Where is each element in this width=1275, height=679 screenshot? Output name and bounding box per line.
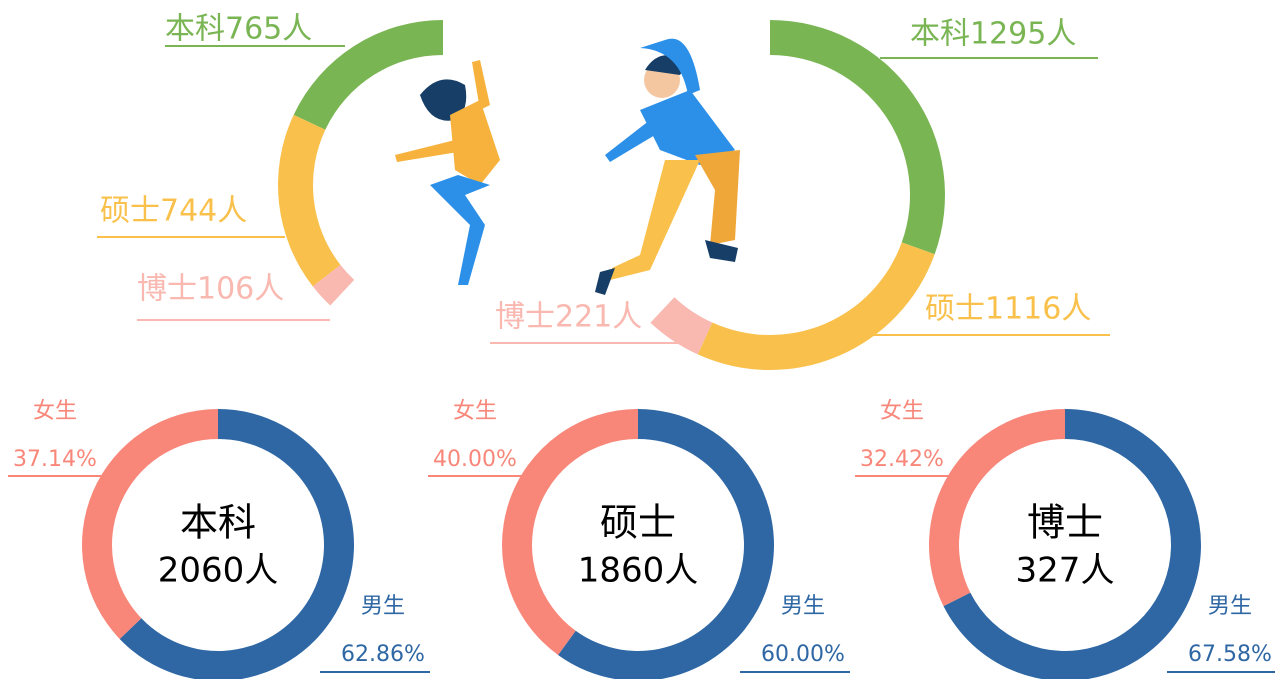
segment-label: 硕士744人 bbox=[100, 194, 247, 229]
segment-label: 本科765人 bbox=[165, 12, 312, 47]
category-label: 女生 bbox=[33, 399, 77, 424]
arc-segment bbox=[293, 20, 443, 130]
percent-label: 37.14% bbox=[13, 447, 97, 472]
donut-segment bbox=[119, 409, 354, 679]
center-label: 2060人 bbox=[158, 551, 279, 591]
center-label: 327人 bbox=[1016, 551, 1115, 591]
male-figure bbox=[595, 38, 740, 295]
center-label: 1860人 bbox=[578, 551, 699, 591]
arc-segment bbox=[278, 114, 341, 287]
arc-segment bbox=[770, 20, 945, 255]
female-figure bbox=[395, 60, 500, 285]
segment-label: 博士221人 bbox=[495, 300, 642, 335]
percent-label: 62.86% bbox=[341, 642, 425, 667]
category-label: 女生 bbox=[453, 399, 497, 424]
percent-label: 40.00% bbox=[433, 447, 517, 472]
arc-segment bbox=[650, 297, 713, 355]
segment-label: 硕士1116人 bbox=[925, 292, 1091, 327]
arc-segment bbox=[312, 264, 355, 306]
percent-label: 32.42% bbox=[860, 447, 944, 472]
donut-segment bbox=[558, 409, 774, 679]
category-label: 男生 bbox=[361, 594, 405, 619]
donut-segment bbox=[82, 409, 218, 639]
center-title: 博士 bbox=[1027, 501, 1103, 545]
percent-label: 67.58% bbox=[1188, 642, 1272, 667]
center-title: 本科 bbox=[180, 501, 256, 545]
percent-label: 60.00% bbox=[761, 642, 845, 667]
donut-segment bbox=[929, 409, 1065, 607]
center-title: 硕士 bbox=[600, 501, 676, 545]
segment-label: 本科1295人 bbox=[910, 17, 1076, 52]
category-label: 男生 bbox=[1208, 594, 1252, 619]
segment-label: 博士106人 bbox=[137, 272, 284, 307]
arc-segment bbox=[697, 242, 935, 371]
donut-segment bbox=[502, 409, 638, 656]
category-label: 女生 bbox=[880, 399, 924, 424]
category-label: 男生 bbox=[781, 594, 825, 619]
